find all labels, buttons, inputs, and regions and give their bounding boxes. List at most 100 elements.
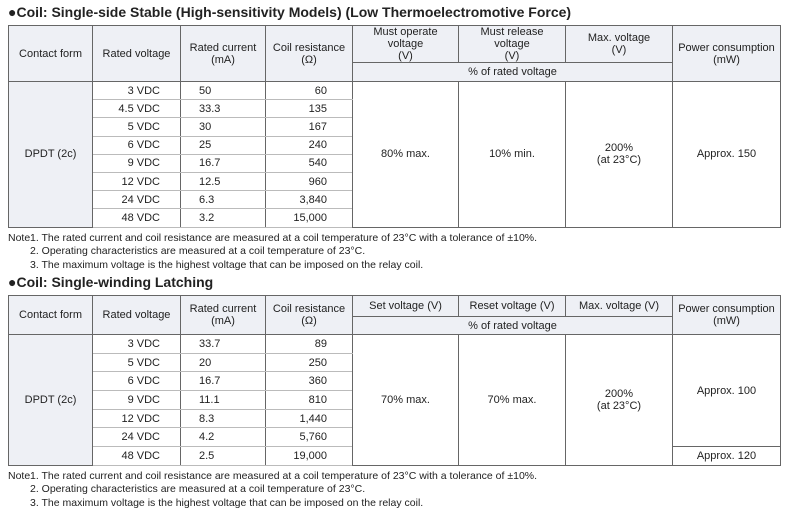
cell-line: (mW) xyxy=(713,53,740,66)
cell-line: (at 23°C) xyxy=(596,154,642,167)
shared-cell: 200% (at 23°C) xyxy=(565,334,673,466)
cell-line: (V) xyxy=(611,44,627,56)
cell-line: Contact form xyxy=(19,309,82,321)
cell-line: Coil resistance xyxy=(272,303,346,315)
section-title: ●Coil: Single-side Stable (High-sensitiv… xyxy=(8,4,572,20)
data-cell: 167 xyxy=(265,117,353,137)
note-label xyxy=(8,245,30,259)
data-row: 5 VDC 30 167 xyxy=(9,117,781,137)
subheader-cell: % of rated voltage xyxy=(352,62,673,82)
notes: Note 1. The rated current and coil resist… xyxy=(8,470,782,511)
data-cell: 1,440 xyxy=(265,408,353,429)
data-cell: 12 VDC xyxy=(92,171,181,192)
data-cell: 3.2 xyxy=(180,208,266,228)
cell-line: Rated current xyxy=(189,41,257,54)
header-cell: Coil resistance (Ω) xyxy=(265,25,353,82)
data-cell: 4.5 VDC xyxy=(92,99,181,119)
header-cell: Rated voltage xyxy=(92,295,181,335)
cell-line: Set voltage (V) xyxy=(369,300,442,312)
data-row: 5 VDC 20 250 xyxy=(9,352,781,373)
data-cell: 5,760 xyxy=(265,427,353,448)
data-cell: 810 xyxy=(265,390,353,410)
header-cell: Max. voltage (V) xyxy=(565,25,673,63)
shared-cell: 200% (at 23°C) xyxy=(565,81,673,228)
cell-line: 70% max. xyxy=(487,393,537,406)
cell-line: Reset voltage (V) xyxy=(469,300,555,312)
data-row: DPDT (2c) 3 VDC 33.7 89 70% max. 70% max. 200%… xyxy=(8,333,781,466)
data-cell: 30 xyxy=(180,117,266,137)
note-text: 2. Operating characteristics are measure… xyxy=(30,245,366,257)
header-row: % of rated voltage xyxy=(9,62,781,82)
cell-line: Contact form xyxy=(19,47,82,60)
data-cell: 250 xyxy=(265,352,353,373)
cell-line: Coil resistance xyxy=(272,41,346,54)
note-label: Note xyxy=(8,469,31,482)
data-row: DPDT (2c) 3 VDC 50 60 80% max. 10% min. 200% (a… xyxy=(8,80,781,228)
note-line: 3. The maximum voltage is the highest vo… xyxy=(8,497,782,511)
data-row: 48 VDC 2.5 19,000 Approx. 120 xyxy=(9,446,781,466)
shared-cell: 70% max. xyxy=(458,334,566,466)
section: ●Coil: Single-winding Latching Contact fo… xyxy=(8,273,782,510)
data-cell: 960 xyxy=(265,171,353,192)
cell-line: (mA) xyxy=(211,53,235,66)
cell-line: (Ω) xyxy=(301,315,317,327)
note-label xyxy=(8,259,30,273)
cell-line: 200% xyxy=(604,387,634,400)
cell-line: 10% min. xyxy=(489,148,535,161)
data-cell: 60 xyxy=(265,80,353,101)
contact-form: DPDT (2c) xyxy=(8,334,93,466)
note-line: 2. Operating characteristics are measure… xyxy=(8,483,782,497)
data-row: 4.5 VDC 33.3 135 xyxy=(9,99,781,119)
cell-line: Power consumption xyxy=(678,303,775,315)
section: ●Coil: Single-side Stable (High-sensitiv… xyxy=(8,3,782,272)
data-cell: 20 xyxy=(180,352,266,373)
header-cell: Rated current (mA) xyxy=(180,295,266,335)
spec-table: Contact form Rated voltage Rated current (m… xyxy=(8,25,781,228)
note-label xyxy=(8,497,30,511)
notes: Note 1. The rated current and coil resist… xyxy=(8,232,782,273)
section-title: ●Coil: Single-winding Latching xyxy=(8,274,214,290)
cell-line: Rated current xyxy=(189,303,257,315)
header-cell: Rated current (mA) xyxy=(180,25,266,82)
shared-cell: 80% max. xyxy=(352,81,459,228)
data-cell: 33.7 xyxy=(180,334,266,354)
data-cell: 3 VDC xyxy=(92,334,181,354)
header-cell: Contact form xyxy=(8,25,93,82)
header-cell: Set voltage (V) xyxy=(352,295,459,317)
header-cell: Max. voltage (V) xyxy=(565,295,673,317)
cell-line: 200% xyxy=(604,142,634,155)
subheader-cell: % of rated voltage xyxy=(352,316,673,335)
data-row: 48 VDC 3.2 15,000 xyxy=(9,208,781,228)
data-cell: 8.3 xyxy=(180,408,266,429)
data-row: 12 VDC 12.5 960 xyxy=(9,171,781,192)
cell-line: Rated voltage xyxy=(102,47,171,60)
data-cell: 4.2 xyxy=(180,427,266,448)
note-text: 3. The maximum voltage is the highest vo… xyxy=(30,496,424,509)
cell-line: 80% max. xyxy=(381,148,430,161)
cell-line: (V) xyxy=(398,50,413,62)
data-cell: 12.5 xyxy=(180,171,266,192)
data-cell: 19,000 xyxy=(265,446,353,466)
power-cell: Approx. 100 xyxy=(672,333,781,448)
note-text: 2. Operating characteristics are measure… xyxy=(30,483,366,496)
data-cell: 48 VDC xyxy=(92,208,181,228)
note-text: 3. The maximum voltage is the highest vo… xyxy=(30,258,424,271)
data-cell: 24 VDC xyxy=(92,427,181,448)
cell-line: Max. voltage xyxy=(587,32,651,44)
header-cell: Contact form xyxy=(8,295,93,335)
data-cell: 5 VDC xyxy=(92,117,181,137)
header-row: Contact form Rated voltage Rated current (m… xyxy=(8,295,781,335)
header-row: % of rated voltage xyxy=(9,316,781,335)
data-cell: 360 xyxy=(265,371,353,392)
cell-line: Power consumption xyxy=(678,41,775,54)
data-cell: 6 VDC xyxy=(92,371,181,392)
data-cell: 89 xyxy=(265,334,353,354)
contact-form: DPDT (2c) xyxy=(8,81,93,228)
data-cell: 240 xyxy=(265,135,353,155)
header-cell: Must release voltage (V) xyxy=(458,25,566,63)
cell-line: (Ω) xyxy=(301,53,317,66)
spec-table: Contact form Rated voltage Rated current (m… xyxy=(8,295,781,466)
data-row: 24 VDC 4.2 5,760 xyxy=(9,427,781,448)
cell-line: 70% max. xyxy=(381,393,430,406)
